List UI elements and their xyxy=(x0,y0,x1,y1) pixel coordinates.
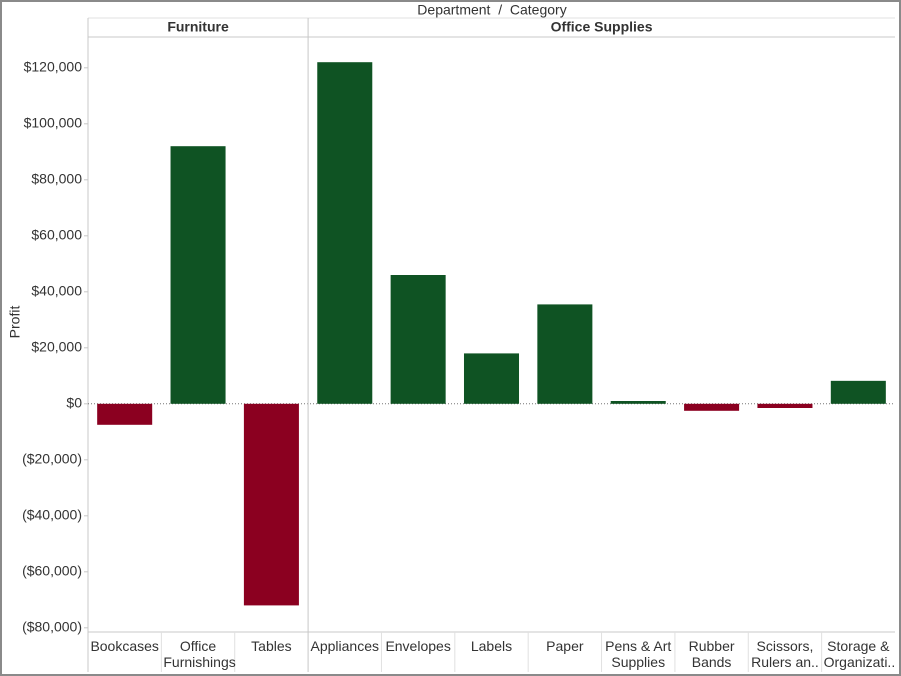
bar xyxy=(463,353,520,404)
y-tick-label: $100,000 xyxy=(24,115,83,131)
y-tick-label: $20,000 xyxy=(31,339,82,355)
y-tick-label: $120,000 xyxy=(24,59,83,75)
bar xyxy=(610,401,666,404)
y-tick-label: ($80,000) xyxy=(22,619,82,635)
bar xyxy=(537,304,593,404)
bar xyxy=(170,146,226,404)
x-tick-label: Paper xyxy=(546,638,584,654)
y-tick-label: ($40,000) xyxy=(22,507,82,523)
bar xyxy=(757,403,813,408)
y-axis-label: Profit xyxy=(7,306,23,339)
y-tick-label: ($20,000) xyxy=(22,451,82,467)
x-tick-label: Storage & Organizati.. xyxy=(823,638,896,670)
y-tick-label: $0 xyxy=(66,395,82,411)
x-tick-label: Scissors, Rulers an.. xyxy=(751,638,819,670)
y-tick-label: ($60,000) xyxy=(22,563,82,579)
y-tick-label: $80,000 xyxy=(31,171,82,187)
bar xyxy=(243,403,299,606)
bar xyxy=(97,403,153,425)
x-tick-label: Tables xyxy=(251,638,292,654)
header: Department / Category xyxy=(417,2,566,18)
y-tick-label: $60,000 xyxy=(31,227,82,243)
x-tick-label: Labels xyxy=(470,638,513,654)
x-tick-label: Pens & Art Supplies xyxy=(605,638,672,670)
x-tick-label: Envelopes xyxy=(385,638,451,654)
bar xyxy=(684,403,740,411)
x-tick-label: Bookcases xyxy=(90,638,159,654)
bar xyxy=(317,62,373,404)
x-tick-label: Rubber Bands xyxy=(688,638,735,670)
bar xyxy=(830,380,886,404)
x-tick-label: Appliances xyxy=(310,638,380,654)
group-label: Furniture xyxy=(167,19,229,35)
y-tick-label: $40,000 xyxy=(31,283,82,299)
group-label: Office Supplies xyxy=(551,19,653,35)
bar xyxy=(390,275,446,404)
x-tick-label: Office Furnishings xyxy=(163,638,236,670)
